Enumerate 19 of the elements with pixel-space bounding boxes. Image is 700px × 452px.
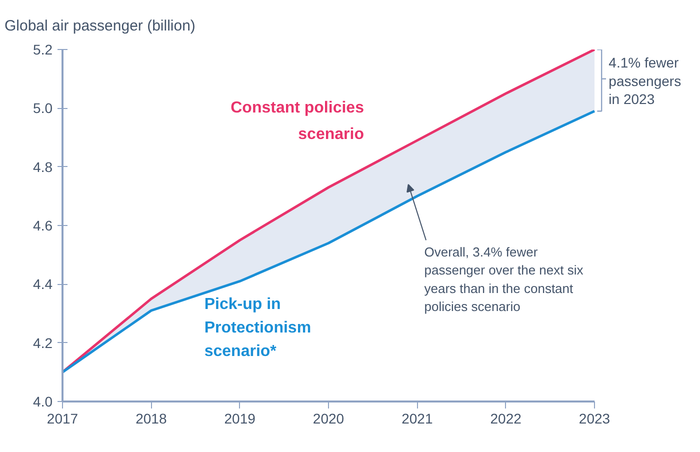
annotation: 4.1% fewer passengers in 2023 — [608, 54, 682, 108]
x-tick-label: 2022 — [490, 410, 522, 426]
y-tick-label: 4.2 — [33, 334, 53, 351]
x-tick-label: 2021 — [402, 410, 433, 426]
y-tick-label: 4.4 — [33, 276, 53, 292]
y-tick-label: 4.8 — [33, 158, 53, 175]
annotation: Overall, 3.4% fewer passenger over the next six years than in the constant policies scenario — [424, 244, 584, 314]
y-tick-label: 5.2 — [33, 42, 53, 58]
x-tick-label: 2018 — [136, 410, 167, 426]
y-axis-title: Global air passenger (billion) — [4, 18, 196, 34]
y-tick-label: 5.0 — [33, 100, 53, 116]
x-tick-label: 2023 — [578, 410, 610, 426]
series-label: Constant policies scenario — [230, 100, 364, 144]
x-tick-label: 2017 — [46, 410, 78, 426]
x-tick-label: 2020 — [312, 410, 344, 426]
series-label: Pick-up in Protectionism scenario* — [204, 296, 312, 360]
y-tick-label: 4.0 — [33, 394, 53, 410]
x-tick-label: 2019 — [224, 410, 256, 426]
y-tick-label: 4.6 — [33, 218, 53, 234]
